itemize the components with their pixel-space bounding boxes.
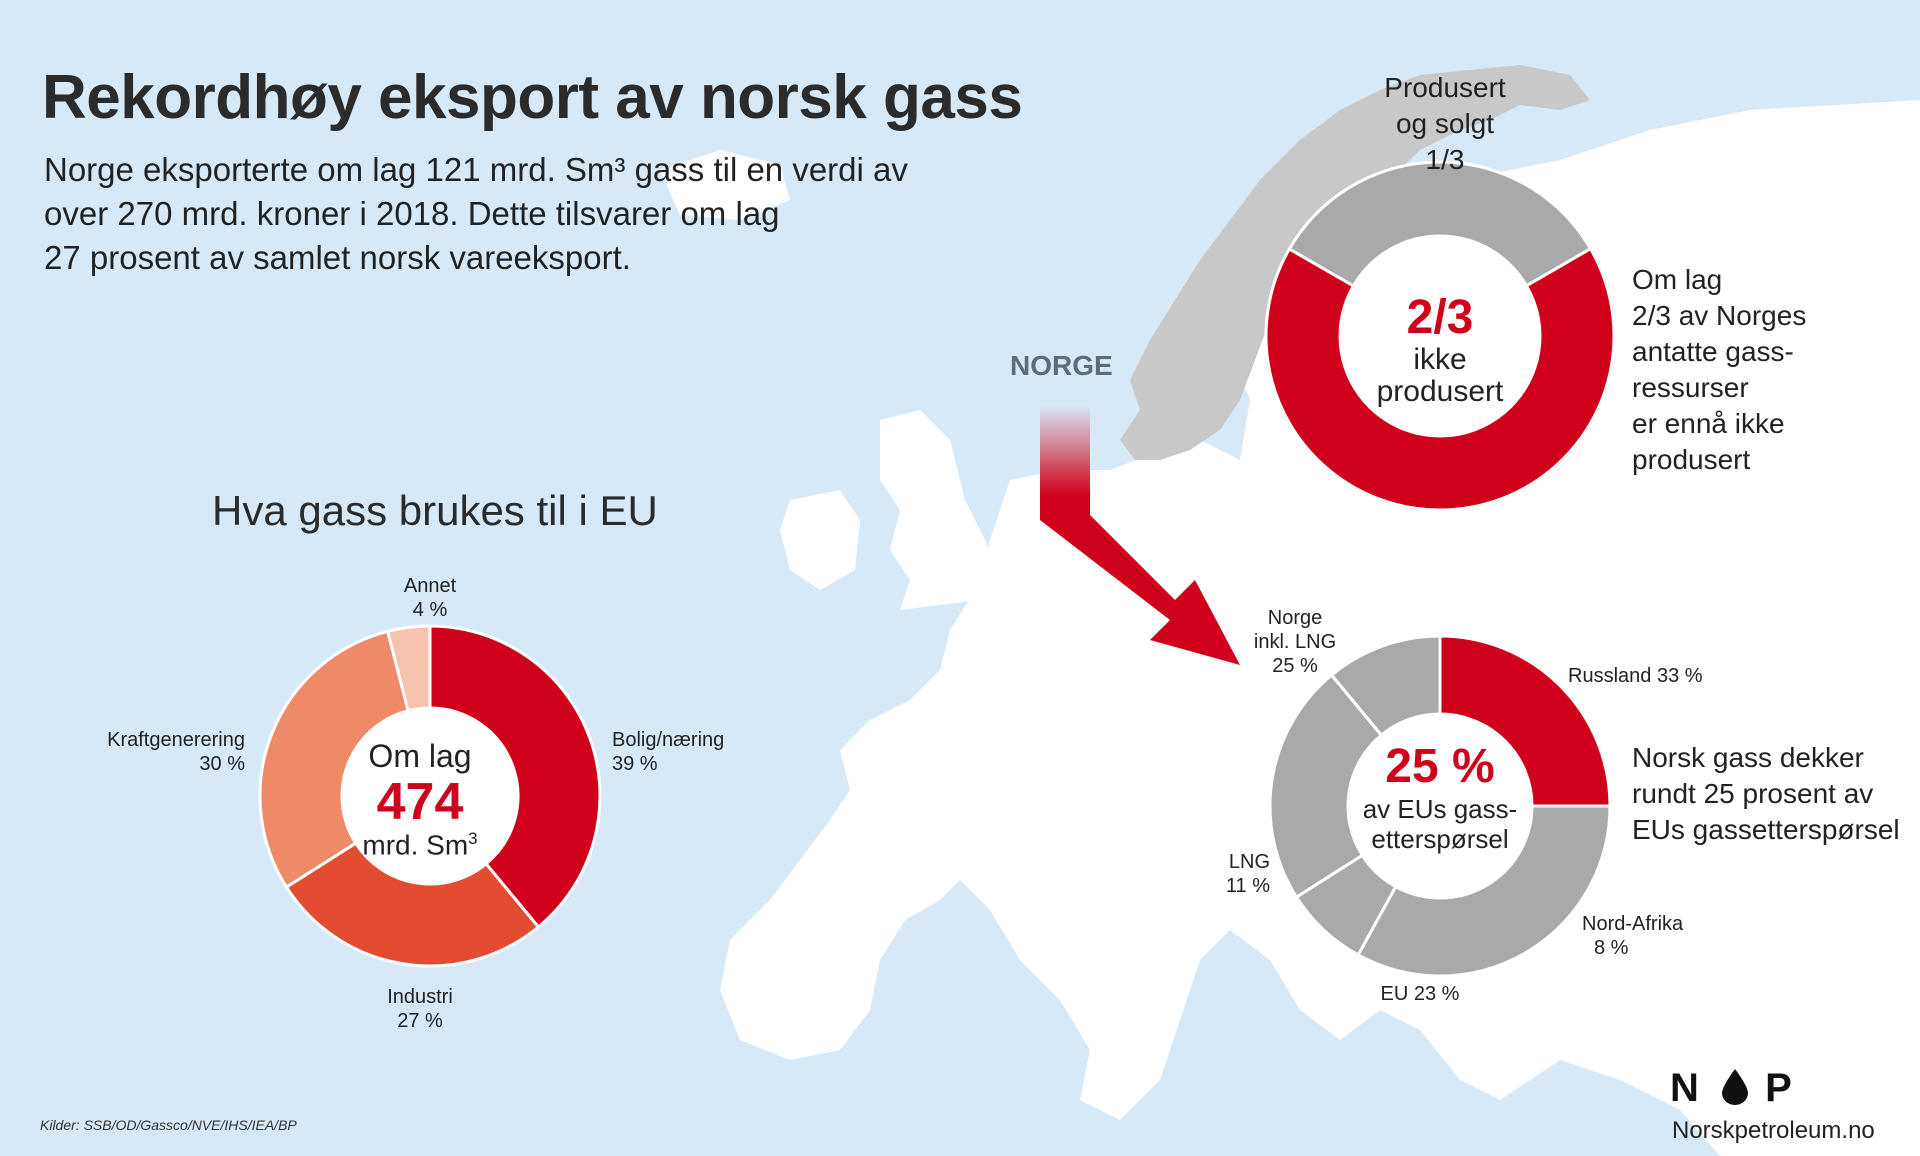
eu-use-hole [342, 708, 518, 884]
label-norge-line-1: Norge [1267, 607, 1323, 629]
label-nordafrika: Nord-Afrika 8 % [1582, 912, 1722, 960]
website-link[interactable]: Norskpetroleum.no [1672, 1117, 1875, 1144]
label-russland-value: 33 % [1656, 665, 1703, 687]
intro-line-1: Norge eksporterte om lag 121 mrd. Sm³ ga… [44, 151, 908, 188]
label-eu: EU 23 % [1360, 982, 1480, 1006]
label-produsert-line-2: og solgt [1395, 108, 1495, 139]
eu-supply-center: 25 % av EUs gass- etterspørsel [1340, 740, 1540, 854]
iceland-landmass [660, 150, 790, 220]
label-eu-name: EU [1380, 983, 1409, 1005]
resources-center-value: 2/3 [1406, 291, 1474, 344]
label-norge: Norge inkl. LNG 25 % [1240, 606, 1350, 678]
label-russland: Russland 33 % [1568, 664, 1768, 688]
page-title: Rekordhøy eksport av norsk gass [42, 63, 1023, 132]
nop-logo: N P [1670, 1066, 1798, 1111]
label-bolig-name: Bolig/næring [612, 729, 725, 751]
intro-line-3: 27 prosent av samlet norsk vareeksport. [44, 239, 631, 276]
label-produsert-line-3: 1/3 [1425, 144, 1465, 175]
resources-note-line-1: Om lag [1632, 264, 1723, 295]
label-lng-value: 11 % [1225, 875, 1270, 897]
resources-note: Om lag 2/3 av Norges antatte gass- ressu… [1632, 262, 1806, 478]
sources-text: Kilder: SSB/OD/Gassco/NVE/IHS/IEA/BP [40, 1117, 297, 1133]
resources-center: 2/3 ikke produsert [1360, 292, 1520, 408]
label-lng-name: LNG [1228, 851, 1270, 873]
supply-note-line-3: EUs gassetterspørsel [1632, 814, 1900, 845]
eu-supply-center-value: 25 % [1385, 740, 1495, 793]
label-kraft-name: Kraftgenerering [107, 729, 245, 751]
oil-drop-icon [1722, 1069, 1749, 1105]
label-bolig-value: 39 % [612, 753, 658, 775]
label-bolig: Bolig/næring 39 % [612, 728, 812, 776]
label-lng: LNG 11 % [1200, 850, 1270, 898]
label-annet-value: 4 % [412, 599, 448, 621]
supply-note-line-2: rundt 25 prosent av [1632, 778, 1874, 809]
uk-landmass [880, 410, 1000, 610]
eu-supply-center-line-1: av EUs gass- [1362, 794, 1518, 824]
intro-text: Norge eksporterte om lag 121 mrd. Sm³ ga… [44, 148, 984, 280]
label-annet: Annet 4 % [360, 574, 500, 622]
eu-use-center-value: 474 [376, 773, 464, 831]
logo-letter-p: P [1765, 1066, 1798, 1110]
eu-use-subtitle: Hva gass brukes til i EU [212, 487, 658, 534]
eu-use-center-unit-sup: 3 [468, 829, 478, 848]
eu-use-center: Om lag 474 mrd. Sm3 [330, 738, 510, 861]
label-produsert-line-1: Produsert [1384, 72, 1506, 103]
label-norge-value: 25 % [1272, 655, 1318, 677]
norway-landmass [1120, 65, 1590, 460]
eu-supply-center-line-2: etterspørsel [1371, 824, 1509, 854]
supply-note: Norsk gass dekker rundt 25 prosent av EU… [1632, 740, 1900, 848]
label-annet-name: Annet [403, 575, 457, 597]
arrow-shaft-fade [1040, 405, 1090, 495]
ireland-landmass [780, 490, 860, 590]
eu-use-center-unit: mrd. Sm3 [330, 829, 510, 861]
label-kraft-value: 30 % [199, 753, 245, 775]
label-produsert: Produsert og solgt 1/3 [1360, 70, 1530, 178]
label-norge-line-2: inkl. LNG [1253, 631, 1337, 653]
resources-note-line-5: er ennå ikke [1632, 408, 1785, 439]
label-russland-name: Russland [1568, 665, 1652, 687]
resources-note-line-6: produsert [1632, 444, 1751, 475]
resources-note-line-3: antatte gass- [1632, 336, 1794, 367]
label-industri-name: Industri [387, 986, 453, 1008]
label-kraft: Kraftgenerering 30 % [40, 728, 245, 776]
resources-center-line-1: ikke [1413, 343, 1467, 376]
eu-use-center-top: Om lag [368, 738, 472, 774]
logo-letter-n: N [1670, 1066, 1705, 1110]
resources-center-line-2: produsert [1376, 375, 1504, 408]
label-eu-value: 23 % [1413, 983, 1460, 1005]
resources-hole [1340, 236, 1540, 436]
label-industri: Industri 27 % [350, 985, 490, 1033]
intro-line-2: over 270 mrd. kroner i 2018. Dette tilsv… [44, 195, 780, 232]
eu-supply-hole [1348, 714, 1532, 898]
label-industri-value: 27 % [397, 1010, 443, 1032]
resources-note-line-2: 2/3 av Norges [1632, 300, 1807, 331]
norge-map-label: NORGE [1010, 350, 1113, 381]
label-nordafrika-value: 8 % [1594, 937, 1629, 959]
label-nordafrika-name: Nord-Afrika [1582, 913, 1684, 935]
supply-note-line-1: Norsk gass dekker [1632, 742, 1864, 773]
label-russland-text: Russland 33 % [1568, 664, 1768, 688]
arrow-shape [1040, 495, 1240, 665]
label-eu-text: EU 23 % [1360, 982, 1480, 1006]
eu-use-center-unit-text: mrd. Sm [362, 829, 469, 861]
resources-note-line-4: ressurser [1632, 372, 1749, 403]
